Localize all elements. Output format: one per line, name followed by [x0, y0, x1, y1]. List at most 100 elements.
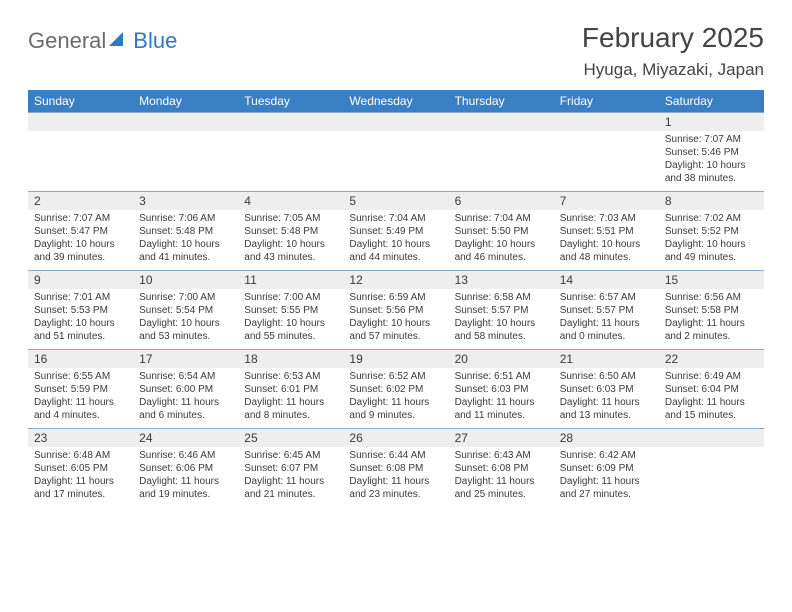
- day-sunset: Sunset: 5:58 PM: [665, 304, 758, 317]
- day-number: 21: [554, 350, 659, 368]
- day-cell: Sunrise: 6:51 AMSunset: 6:03 PMDaylight:…: [449, 368, 554, 428]
- daynum-row: 9101112131415: [28, 270, 764, 289]
- day-sunrise: Sunrise: 6:46 AM: [139, 449, 232, 462]
- day-cell: Sunrise: 6:49 AMSunset: 6:04 PMDaylight:…: [659, 368, 764, 428]
- day-sunrise: Sunrise: 7:00 AM: [139, 291, 232, 304]
- day-number: 3: [133, 192, 238, 210]
- day-sunrise: Sunrise: 7:01 AM: [34, 291, 127, 304]
- day-sunset: Sunset: 5:55 PM: [244, 304, 337, 317]
- day-sunrise: Sunrise: 6:56 AM: [665, 291, 758, 304]
- weekday-mon: Monday: [133, 90, 238, 112]
- day-number: 2: [28, 192, 133, 210]
- day-daylight: Daylight: 10 hours and 43 minutes.: [244, 238, 337, 264]
- logo-triangle-icon: [109, 32, 123, 46]
- day-sunrise: Sunrise: 7:03 AM: [560, 212, 653, 225]
- day-number: 12: [343, 271, 448, 289]
- weekday-sun: Sunday: [28, 90, 133, 112]
- day-daylight: Daylight: 11 hours and 19 minutes.: [139, 475, 232, 501]
- day-daylight: Daylight: 11 hours and 25 minutes.: [455, 475, 548, 501]
- day-cell: Sunrise: 6:58 AMSunset: 5:57 PMDaylight:…: [449, 289, 554, 349]
- day-number: 20: [449, 350, 554, 368]
- day-daylight: Daylight: 10 hours and 44 minutes.: [349, 238, 442, 264]
- day-sunset: Sunset: 5:49 PM: [349, 225, 442, 238]
- day-daylight: Daylight: 11 hours and 8 minutes.: [244, 396, 337, 422]
- day-cell: [554, 131, 659, 191]
- day-number: 8: [659, 192, 764, 210]
- day-number: 15: [659, 271, 764, 289]
- day-daylight: Daylight: 10 hours and 57 minutes.: [349, 317, 442, 343]
- day-sunset: Sunset: 5:57 PM: [455, 304, 548, 317]
- day-number: [238, 113, 343, 131]
- day-cell: Sunrise: 6:59 AMSunset: 5:56 PMDaylight:…: [343, 289, 448, 349]
- day-daylight: Daylight: 11 hours and 11 minutes.: [455, 396, 548, 422]
- day-number: [133, 113, 238, 131]
- day-sunrise: Sunrise: 6:54 AM: [139, 370, 232, 383]
- day-daylight: Daylight: 11 hours and 23 minutes.: [349, 475, 442, 501]
- day-number: 1: [659, 113, 764, 131]
- daynum-row: 16171819202122: [28, 349, 764, 368]
- day-number: 13: [449, 271, 554, 289]
- day-daylight: Daylight: 11 hours and 0 minutes.: [560, 317, 653, 343]
- day-cell: Sunrise: 6:50 AMSunset: 6:03 PMDaylight:…: [554, 368, 659, 428]
- day-cell: Sunrise: 7:07 AMSunset: 5:47 PMDaylight:…: [28, 210, 133, 270]
- logo: General Blue: [28, 28, 177, 54]
- day-sunrise: Sunrise: 7:00 AM: [244, 291, 337, 304]
- day-daylight: Daylight: 10 hours and 48 minutes.: [560, 238, 653, 264]
- day-sunrise: Sunrise: 7:07 AM: [34, 212, 127, 225]
- weekday-sat: Saturday: [659, 90, 764, 112]
- day-cell: Sunrise: 6:42 AMSunset: 6:09 PMDaylight:…: [554, 447, 659, 507]
- day-sunrise: Sunrise: 7:02 AM: [665, 212, 758, 225]
- day-number: 4: [238, 192, 343, 210]
- day-cell: [28, 131, 133, 191]
- day-cell: Sunrise: 6:46 AMSunset: 6:06 PMDaylight:…: [133, 447, 238, 507]
- day-cell: Sunrise: 7:00 AMSunset: 5:55 PMDaylight:…: [238, 289, 343, 349]
- day-number: 27: [449, 429, 554, 447]
- day-sunset: Sunset: 6:03 PM: [560, 383, 653, 396]
- day-sunset: Sunset: 5:48 PM: [139, 225, 232, 238]
- day-number: 10: [133, 271, 238, 289]
- day-cell: Sunrise: 6:54 AMSunset: 6:00 PMDaylight:…: [133, 368, 238, 428]
- day-cell: Sunrise: 7:07 AMSunset: 5:46 PMDaylight:…: [659, 131, 764, 191]
- day-sunset: Sunset: 5:50 PM: [455, 225, 548, 238]
- day-cell: Sunrise: 7:01 AMSunset: 5:53 PMDaylight:…: [28, 289, 133, 349]
- day-sunset: Sunset: 5:51 PM: [560, 225, 653, 238]
- day-daylight: Daylight: 11 hours and 6 minutes.: [139, 396, 232, 422]
- day-sunrise: Sunrise: 6:42 AM: [560, 449, 653, 462]
- title-block: February 2025 Hyuga, Miyazaki, Japan: [582, 22, 764, 80]
- day-daylight: Daylight: 10 hours and 51 minutes.: [34, 317, 127, 343]
- day-number: 11: [238, 271, 343, 289]
- weekday-wed: Wednesday: [343, 90, 448, 112]
- day-number: 23: [28, 429, 133, 447]
- day-sunset: Sunset: 5:59 PM: [34, 383, 127, 396]
- day-sunrise: Sunrise: 6:50 AM: [560, 370, 653, 383]
- day-daylight: Daylight: 11 hours and 9 minutes.: [349, 396, 442, 422]
- day-sunset: Sunset: 6:09 PM: [560, 462, 653, 475]
- day-sunrise: Sunrise: 7:07 AM: [665, 133, 758, 146]
- day-number: [449, 113, 554, 131]
- day-cell: Sunrise: 6:56 AMSunset: 5:58 PMDaylight:…: [659, 289, 764, 349]
- day-daylight: Daylight: 11 hours and 21 minutes.: [244, 475, 337, 501]
- day-number: 6: [449, 192, 554, 210]
- day-cell: Sunrise: 7:04 AMSunset: 5:49 PMDaylight:…: [343, 210, 448, 270]
- day-number: 17: [133, 350, 238, 368]
- day-sunrise: Sunrise: 6:55 AM: [34, 370, 127, 383]
- weeks-container: 1Sunrise: 7:07 AMSunset: 5:46 PMDaylight…: [28, 112, 764, 507]
- day-cells-row: Sunrise: 7:07 AMSunset: 5:47 PM Daylight:…: [28, 210, 764, 270]
- day-sunrise: Sunrise: 6:59 AM: [349, 291, 442, 304]
- day-sunset: Sunset: 5:47 PM: [34, 225, 127, 238]
- day-sunset: Sunset: 6:03 PM: [455, 383, 548, 396]
- day-daylight: Daylight: 10 hours and 58 minutes.: [455, 317, 548, 343]
- day-daylight: Daylight: 10 hours and 41 minutes.: [139, 238, 232, 264]
- day-sunset: Sunset: 6:00 PM: [139, 383, 232, 396]
- day-number: [343, 113, 448, 131]
- day-cell: Sunrise: 7:06 AMSunset: 5:48 PMDaylight:…: [133, 210, 238, 270]
- day-sunset: Sunset: 6:06 PM: [139, 462, 232, 475]
- day-sunset: Sunset: 6:02 PM: [349, 383, 442, 396]
- day-sunrise: Sunrise: 6:58 AM: [455, 291, 548, 304]
- day-daylight: Daylight: 10 hours and 46 minutes.: [455, 238, 548, 264]
- day-sunrise: Sunrise: 6:48 AM: [34, 449, 127, 462]
- weekday-tue: Tuesday: [238, 90, 343, 112]
- day-sunrise: Sunrise: 7:04 AM: [455, 212, 548, 225]
- day-daylight: Daylight: 11 hours and 4 minutes.: [34, 396, 127, 422]
- day-cell: Sunrise: 7:00 AMSunset: 5:54 PMDaylight:…: [133, 289, 238, 349]
